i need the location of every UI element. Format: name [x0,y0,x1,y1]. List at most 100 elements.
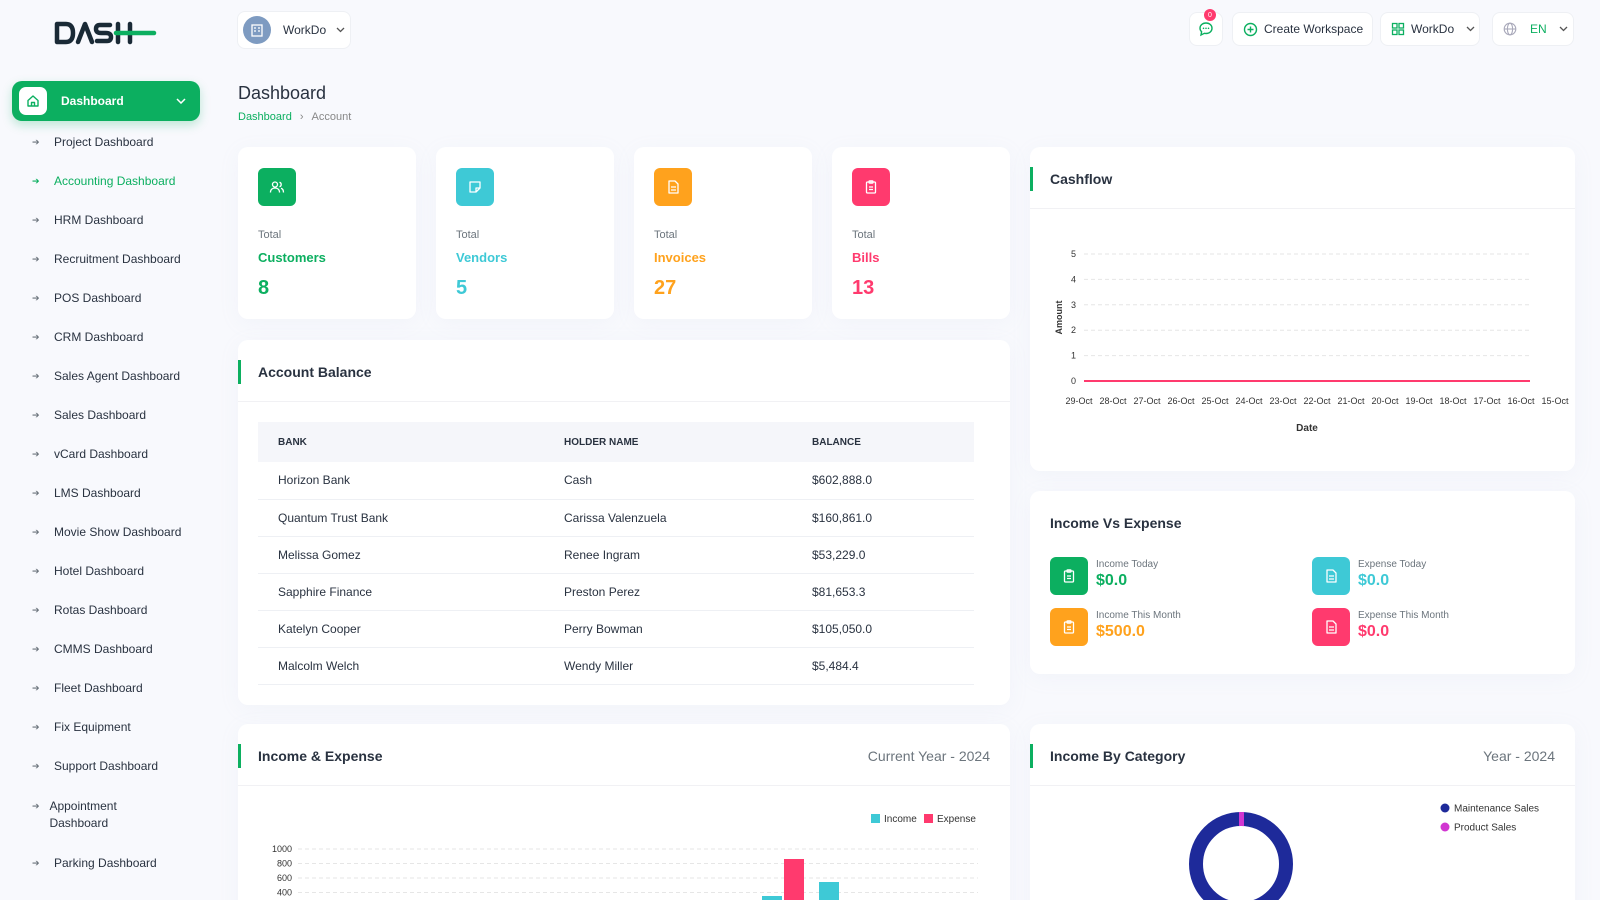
chevron-down-icon [1466,26,1475,32]
metric-value: $0.0 [1358,623,1390,640]
stat-card-vendors[interactable]: Total Vendors 5 [436,147,614,319]
balance-cell: $5,484.4 [792,647,974,685]
legend-swatch [1440,822,1450,832]
language-select[interactable]: EN [1492,12,1574,46]
card-header: Cashflow [1030,147,1575,209]
sidebar-item-sales-agent[interactable]: ➔ Sales Agent Dashboard [32,368,202,385]
x-tick-label: 26-Oct [1167,396,1195,406]
chevron-down-icon [176,95,186,107]
arrow-icon: ➔ [32,254,40,264]
globe-icon [1503,22,1517,36]
bank-cell: Melissa Gomez [258,536,544,574]
sidebar-item-appointment[interactable]: ➔ Appointment Dashboard [32,798,152,832]
document-icon [1312,557,1350,595]
x-tick-label: 23-Oct [1269,396,1297,406]
sidebar-item-hrm[interactable]: ➔ HRM Dashboard [32,212,202,229]
stat-value: 27 [654,277,677,299]
sidebar-item-project[interactable]: ➔ Project Dashboard [32,134,202,151]
sidebar-item-fix-equipment[interactable]: ➔ Fix Equipment [32,719,202,736]
sidebar-item-label: Project Dashboard [54,135,154,149]
sidebar-item-cmms[interactable]: ➔ CMMS Dashboard [32,641,202,658]
sidebar-item-pos[interactable]: ➔ POS Dashboard [32,290,202,307]
x-tick-label: 19-Oct [1405,396,1433,406]
sidebar-item-recruitment[interactable]: ➔ Recruitment Dashboard [32,251,202,268]
arrow-icon: ➔ [32,527,40,537]
building-icon [243,16,271,44]
sidebar-item-vcard[interactable]: ➔ vCard Dashboard [32,446,202,463]
sidebar-item-hotel[interactable]: ➔ Hotel Dashboard [32,563,202,580]
note-icon [456,168,494,206]
create-workspace-button[interactable]: Create Workspace [1232,12,1373,46]
sidebar-item-accounting[interactable]: ➔ Accounting Dashboard [32,173,202,190]
sidebar-item-lms[interactable]: ➔ LMS Dashboard [32,485,202,502]
column-header: BANK [258,422,544,462]
holder-cell: Carissa Valenzuela [544,499,792,537]
arrow-icon: ➔ [32,410,40,420]
card-header: Income By Category Year - 2024 [1030,724,1575,786]
sidebar-item-crm[interactable]: ➔ CRM Dashboard [32,329,202,346]
sidebar-item-movie-show[interactable]: ➔ Movie Show Dashboard [32,524,202,541]
users-icon [258,168,296,206]
metric-value: $0.0 [1358,572,1390,589]
metric-label: Expense This Month [1358,610,1449,621]
stat-value: 8 [258,277,270,299]
x-tick-label: 25-Oct [1201,396,1229,406]
metric-value: $500.0 [1096,623,1145,640]
table-row: Horizon Bank Cash $602,888.0 [258,462,974,500]
account-balance-table: BANK HOLDER NAME BALANCE Horizon Bank Cas… [258,422,974,685]
plus-circle-icon [1243,22,1258,36]
arrow-icon: ➔ [32,761,40,771]
stat-value: 13 [852,277,875,299]
sidebar-item-label: CMMS Dashboard [54,642,153,656]
notification-badge: 0 [1204,9,1216,21]
column-header: BALANCE [792,422,974,462]
nav-dashboard[interactable]: Dashboard [12,81,200,121]
sidebar-item-label: Sales Dashboard [54,408,147,422]
sidebar-item-support[interactable]: ➔ Support Dashboard [32,758,202,775]
sidebar-item-parking[interactable]: ➔ Parking Dashboard [32,855,202,872]
dash-logo-icon [54,21,157,45]
x-tick-label: 22-Oct [1303,396,1331,406]
sidebar-item-rotas[interactable]: ➔ Rotas Dashboard [32,602,202,619]
x-tick-label: 16-Oct [1507,396,1535,406]
card-title: Income Vs Expense [1050,515,1182,531]
table-row: Malcolm Welch Wendy Miller $5,484.4 [258,647,974,685]
sidebar-item-sales[interactable]: ➔ Sales Dashboard [32,407,202,424]
messages-button[interactable]: 0 [1189,9,1223,46]
logo[interactable] [54,20,158,51]
arrow-icon: ➔ [32,215,40,225]
accent-bar [1030,744,1033,768]
breadcrumb-current: Account [311,111,352,123]
workspace-select[interactable]: WorkDo [237,11,351,49]
metric-value: $0.0 [1096,572,1128,589]
table-row: Quantum Trust Bank Carissa Valenzuela $160… [258,499,974,537]
workspace-menu-label: WorkDo [1411,22,1455,36]
workspace-menu-button[interactable]: WorkDo [1380,12,1480,46]
arrow-icon: ➔ [32,566,40,576]
legend-label: Expense [937,814,976,825]
clipboard-icon [1050,608,1088,646]
stat-card-customers[interactable]: Total Customers 8 [238,147,416,319]
breadcrumb-link[interactable]: Dashboard [238,111,292,123]
bank-cell: Katelyn Cooper [258,610,544,648]
account-balance-card: Account Balance BANK HOLDER NAME BALANCE… [238,340,1010,705]
holder-cell: Perry Bowman [544,610,792,648]
stat-name: Vendors [456,250,508,265]
legend-swatch [871,814,880,823]
stat-name: Bills [852,250,880,265]
sidebar-item-fleet[interactable]: ➔ Fleet Dashboard [32,680,202,697]
arrow-icon: ➔ [32,488,40,498]
stat-card-bills[interactable]: Total Bills 13 [832,147,1010,319]
income-bar [819,882,839,900]
y-tick-label: 0 [1071,376,1076,386]
y-tick-label: 1000 [272,844,292,854]
y-tick-label: 4 [1071,274,1076,284]
stat-card-invoices[interactable]: Total Invoices 27 [634,147,812,319]
legend-label: Product Sales [1454,823,1516,834]
y-tick-label: 1 [1071,351,1076,361]
balance-cell: $105,050.0 [792,610,974,648]
income-by-category-chart: Maintenance Sales Product Sales [1189,803,1539,900]
sidebar-item-label: Rotas Dashboard [54,603,148,617]
workspace-name: WorkDo [283,23,327,37]
sidebar-item-label: Accounting Dashboard [54,174,176,188]
